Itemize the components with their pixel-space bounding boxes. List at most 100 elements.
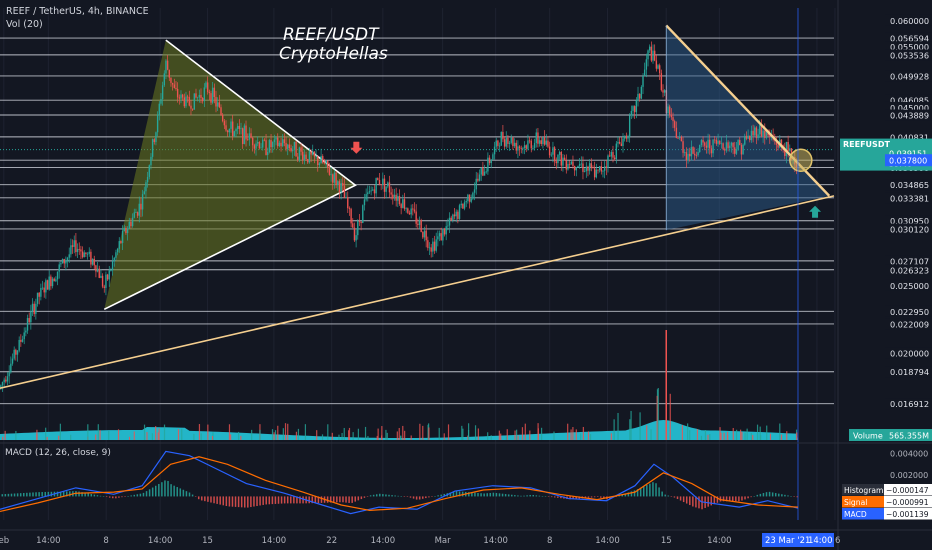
volume-bar (128, 436, 131, 440)
macd-tick-label: 0.002000 (890, 471, 928, 480)
volume-bar (158, 428, 160, 440)
histogram-bar (121, 496, 123, 498)
histogram-bar (326, 496, 329, 503)
volume-bar (99, 430, 101, 440)
volume-bar (726, 435, 729, 440)
candle-body (650, 46, 653, 61)
histogram-bar (553, 496, 556, 498)
candle-body (318, 163, 321, 166)
histogram-bar (210, 496, 212, 503)
volume-bar (656, 395, 658, 440)
candle-body (598, 166, 601, 171)
candle-body (345, 197, 347, 199)
volume-bar (15, 430, 17, 440)
volume-bar (779, 423, 781, 440)
histogram-bar (741, 496, 743, 501)
histogram-bar (299, 496, 301, 504)
histogram-bar (422, 496, 424, 499)
candle-body (605, 166, 608, 168)
histogram-bar (216, 496, 218, 504)
price-tick-label: 0.034865 (890, 180, 929, 190)
candle-body (235, 129, 237, 132)
volume-bar (228, 424, 231, 440)
candle-body (583, 171, 586, 173)
volume-bar (230, 434, 232, 440)
candle-body (700, 140, 703, 146)
volume-bar (364, 426, 367, 440)
candle-body (215, 97, 217, 107)
volume-bar (348, 427, 351, 440)
candle-body (305, 154, 307, 160)
candle-body (550, 154, 552, 156)
candle-body (106, 274, 109, 280)
candle-body (380, 184, 382, 186)
histogram-bar (517, 495, 519, 497)
candle-body (125, 227, 127, 234)
volume-bar (238, 431, 240, 440)
histogram-bar (93, 494, 96, 497)
volume-bar (282, 428, 284, 440)
candle-body (573, 165, 576, 171)
candle-body (201, 98, 204, 102)
candle-body (657, 65, 659, 69)
volume-bar (277, 425, 279, 440)
histogram-bar (572, 496, 574, 500)
candle-body (473, 189, 476, 193)
candle-body (777, 144, 779, 148)
volume-bar (750, 433, 752, 440)
histogram-bar (363, 496, 366, 498)
candle-body (377, 178, 379, 180)
candle-body (602, 170, 604, 172)
histogram-bar (590, 496, 593, 498)
volume-bar (760, 435, 762, 440)
candle-body (660, 73, 663, 91)
candle-body (565, 160, 567, 170)
candle-body (513, 142, 516, 147)
time-tick-label: 26 (830, 536, 841, 546)
candle-body (75, 240, 77, 253)
time-tick-label: 14:00 (262, 536, 287, 546)
right-triangle-fill (666, 25, 830, 231)
volume-bar (200, 433, 202, 440)
histogram-bar (50, 491, 53, 497)
candle-body (442, 228, 444, 241)
price-tick-label: 0.046085 (890, 96, 929, 106)
candle-body (71, 245, 74, 247)
candle-body (282, 139, 284, 147)
histogram-bar (7, 493, 10, 497)
histogram-bar (771, 492, 774, 497)
histogram-bar (520, 495, 522, 497)
candle-body (410, 208, 412, 215)
volume-bar (321, 434, 324, 440)
candle-body (328, 167, 331, 175)
candle-body (590, 163, 593, 168)
candle-body (352, 223, 354, 228)
tick-bg (885, 32, 932, 44)
candle-body (395, 194, 397, 201)
volume-bar (297, 428, 300, 440)
histogram-bar (415, 496, 418, 500)
candle-body (789, 148, 791, 151)
candle-body (515, 142, 517, 151)
volume-bar (438, 427, 440, 440)
histogram-bar (115, 496, 117, 499)
histogram-bar (317, 496, 320, 503)
candle-body (362, 205, 364, 224)
candle-body (50, 276, 52, 287)
time-tick-label: eb (0, 536, 9, 546)
candle-body (643, 69, 646, 76)
candle-body (732, 142, 734, 148)
histogram-bar (504, 494, 507, 497)
histogram-bar (154, 485, 157, 497)
histogram-bar (756, 494, 759, 497)
histogram-bar (532, 495, 535, 497)
candle-body (93, 258, 95, 266)
candle-body (592, 167, 594, 169)
candle-body (246, 139, 249, 141)
histogram-bar (418, 496, 421, 500)
candle-body (510, 137, 512, 143)
histogram-bar (781, 494, 783, 497)
candle-body (725, 142, 728, 151)
candle-body (670, 114, 673, 118)
